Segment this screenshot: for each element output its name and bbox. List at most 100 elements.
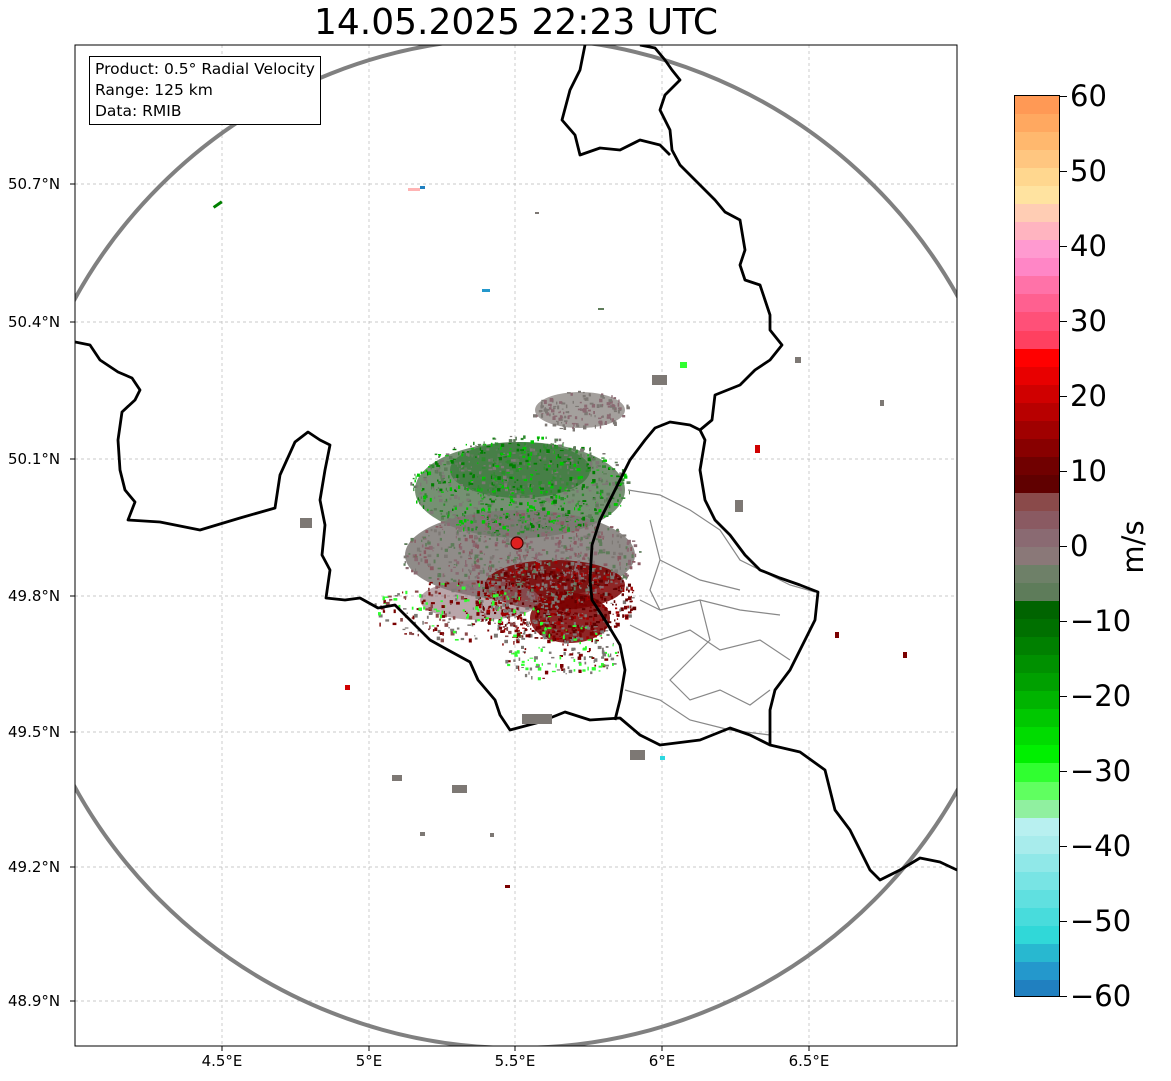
colorbar-band bbox=[1015, 943, 1059, 963]
colorbar-tick bbox=[1060, 396, 1067, 397]
colorbar-tick bbox=[1060, 471, 1067, 472]
radar-site-marker bbox=[510, 536, 524, 550]
colorbar-band bbox=[1015, 186, 1059, 206]
colorbar-band bbox=[1015, 835, 1059, 855]
province-borders bbox=[624, 489, 816, 736]
colorbar-band bbox=[1015, 817, 1059, 837]
lat-label-49.5: 49.5°N bbox=[8, 723, 61, 741]
lat-label-50.4: 50.4°N bbox=[8, 313, 61, 331]
colorbar-band bbox=[1015, 492, 1059, 512]
colorbar-tick-label: 10 bbox=[1070, 454, 1107, 488]
colorbar-band bbox=[1015, 204, 1059, 224]
colorbar-band bbox=[1015, 438, 1059, 458]
colorbar-band bbox=[1015, 925, 1059, 945]
lon-label-6: 6°E bbox=[648, 1052, 676, 1070]
colorbar-tick-label: 0 bbox=[1070, 529, 1089, 563]
colorbar-band bbox=[1015, 330, 1059, 350]
colorbar-tick-label: 20 bbox=[1070, 379, 1107, 413]
lat-label-50.7: 50.7°N bbox=[8, 175, 61, 193]
lon-label-5.5: 5.5°E bbox=[494, 1052, 536, 1070]
lon-label-6.5: 6.5°E bbox=[788, 1052, 830, 1070]
colorbar-tick-label: −60 bbox=[1070, 979, 1132, 1013]
colorbar-band bbox=[1015, 528, 1059, 548]
colorbar-band bbox=[1015, 781, 1059, 801]
colorbar-band bbox=[1015, 96, 1059, 116]
lat-label-49.8: 49.8°N bbox=[8, 587, 61, 605]
map-grid bbox=[75, 45, 957, 1046]
colorbar-band bbox=[1015, 384, 1059, 404]
colorbar-tick bbox=[1060, 321, 1067, 322]
isolated-echoes bbox=[212, 186, 907, 888]
colorbar-band bbox=[1015, 132, 1059, 152]
country-borders bbox=[75, 45, 957, 882]
colorbar-band bbox=[1015, 637, 1059, 657]
colorbar-band bbox=[1015, 871, 1059, 891]
colorbar-tick bbox=[1060, 246, 1067, 247]
colorbar-band bbox=[1015, 961, 1059, 981]
colorbar-tick bbox=[1060, 996, 1067, 997]
colorbar-band bbox=[1015, 474, 1059, 494]
colorbar-band bbox=[1015, 168, 1059, 188]
colorbar-band bbox=[1015, 312, 1059, 332]
colorbar-tick bbox=[1060, 171, 1067, 172]
colorbar-band bbox=[1015, 565, 1059, 585]
colorbar-band bbox=[1015, 709, 1059, 729]
colorbar-tick-label: −10 bbox=[1070, 604, 1132, 638]
colorbar-band bbox=[1015, 547, 1059, 567]
colorbar-band bbox=[1015, 907, 1059, 927]
colorbar-band bbox=[1015, 763, 1059, 783]
colorbar-band bbox=[1015, 510, 1059, 530]
lat-label-48.9: 48.9°N bbox=[8, 992, 61, 1010]
colorbar-tick bbox=[1060, 621, 1067, 622]
lat-label-49.2: 49.2°N bbox=[8, 858, 61, 876]
colorbar-band bbox=[1015, 150, 1059, 170]
colorbar-tick bbox=[1060, 96, 1067, 97]
colorbar-tick-label: −30 bbox=[1070, 754, 1132, 788]
colorbar-tick bbox=[1060, 546, 1067, 547]
colorbar-band bbox=[1015, 583, 1059, 603]
colorbar-band bbox=[1015, 258, 1059, 278]
lat-label-50.1: 50.1°N bbox=[8, 450, 61, 468]
colorbar-tick-label: 30 bbox=[1070, 304, 1107, 338]
colorbar-band bbox=[1015, 853, 1059, 873]
colorbar-band bbox=[1015, 114, 1059, 134]
colorbar-tick bbox=[1060, 696, 1067, 697]
colorbar-band bbox=[1015, 979, 1059, 996]
map-title: 14.05.2025 22:23 UTC bbox=[313, 2, 719, 43]
colorbar-unit-label: m/s bbox=[1116, 520, 1150, 574]
lon-label-4.5: 4.5°E bbox=[201, 1052, 243, 1070]
colorbar-tick bbox=[1060, 846, 1067, 847]
colorbar-band bbox=[1015, 366, 1059, 386]
data-source-text: Data: RMIB bbox=[95, 102, 182, 120]
colorbar-tick-label: 60 bbox=[1070, 79, 1107, 113]
colorbar-band bbox=[1015, 294, 1059, 314]
product-text: Product: 0.5° Radial Velocity bbox=[95, 60, 315, 78]
colorbar-band bbox=[1015, 348, 1059, 368]
colorbar-tick-label: −20 bbox=[1070, 679, 1132, 713]
velocity-colorbar bbox=[1014, 95, 1060, 997]
colorbar-tick-label: 40 bbox=[1070, 229, 1107, 263]
colorbar-band bbox=[1015, 456, 1059, 476]
colorbar-band bbox=[1015, 240, 1059, 260]
colorbar-band bbox=[1015, 889, 1059, 909]
lon-label-5: 5°E bbox=[355, 1052, 383, 1070]
product-info-box: Product: 0.5° Radial Velocity Range: 125… bbox=[89, 56, 321, 125]
colorbar-band bbox=[1015, 420, 1059, 440]
range-text: Range: 125 km bbox=[95, 81, 213, 99]
colorbar-tick-label: −50 bbox=[1070, 904, 1132, 938]
colorbar-band bbox=[1015, 601, 1059, 621]
colorbar-tick bbox=[1060, 771, 1067, 772]
colorbar-band bbox=[1015, 745, 1059, 765]
colorbar-band bbox=[1015, 673, 1059, 693]
colorbar-band bbox=[1015, 799, 1059, 819]
colorbar-band bbox=[1015, 619, 1059, 639]
colorbar-tick-label: −40 bbox=[1070, 829, 1132, 863]
colorbar-band bbox=[1015, 402, 1059, 422]
colorbar-tick bbox=[1060, 921, 1067, 922]
colorbar-tick-label: 50 bbox=[1070, 154, 1107, 188]
colorbar-band bbox=[1015, 691, 1059, 711]
colorbar-band bbox=[1015, 276, 1059, 296]
colorbar-band bbox=[1015, 727, 1059, 747]
colorbar-band bbox=[1015, 222, 1059, 242]
